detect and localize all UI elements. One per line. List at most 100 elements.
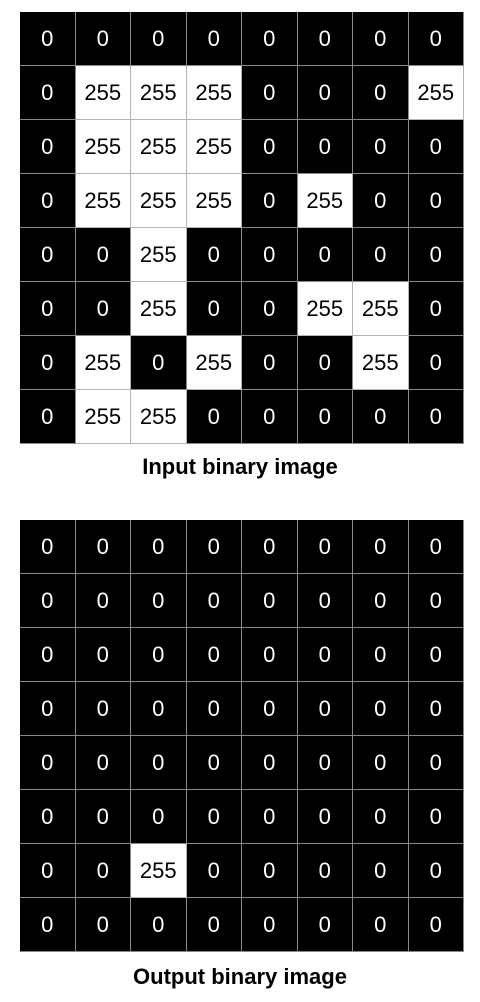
input-cell-r7-c4: 0: [242, 390, 298, 444]
output-cell-r2-c3: 0: [186, 628, 242, 682]
input-cell-r2-c6: 0: [353, 120, 409, 174]
output-cell-r2-c2: 0: [131, 628, 187, 682]
output-cell-r7-c4: 0: [242, 898, 298, 952]
output-cell-r4-c3: 0: [186, 736, 242, 790]
output-cell-r6-c4: 0: [242, 844, 298, 898]
input-cell-r3-c0: 0: [20, 174, 76, 228]
input-cell-r1-c6: 0: [353, 66, 409, 120]
input-cell-r0-c7: 0: [408, 12, 464, 66]
output-cell-r2-c5: 0: [297, 628, 353, 682]
output-cell-r0-c2: 0: [131, 520, 187, 574]
output-cell-r3-c7: 0: [408, 682, 464, 736]
input-cell-r5-c2: 255: [131, 282, 187, 336]
input-cell-r6-c3: 255: [186, 336, 242, 390]
input-cell-r5-c4: 0: [242, 282, 298, 336]
input-cell-r6-c0: 0: [20, 336, 76, 390]
output-cell-r3-c2: 0: [131, 682, 187, 736]
input-cell-r3-c2: 255: [131, 174, 187, 228]
output-cell-r6-c3: 0: [186, 844, 242, 898]
input-cell-r5-c1: 0: [75, 282, 131, 336]
input-cell-r2-c5: 0: [297, 120, 353, 174]
output-cell-r2-c6: 0: [353, 628, 409, 682]
output-cell-r7-c6: 0: [353, 898, 409, 952]
input-cell-r3-c1: 255: [75, 174, 131, 228]
output-cell-r7-c2: 0: [131, 898, 187, 952]
output-caption: Output binary image: [133, 964, 347, 989]
input-cell-r4-c2: 255: [131, 228, 187, 282]
output-cell-r4-c1: 0: [75, 736, 131, 790]
output-cell-r7-c7: 0: [408, 898, 464, 952]
input-cell-r1-c7: 255: [408, 66, 464, 120]
output-cell-r5-c0: 0: [20, 790, 76, 844]
output-cell-r5-c7: 0: [408, 790, 464, 844]
output-cell-r3-c6: 0: [353, 682, 409, 736]
output-cell-r3-c0: 0: [20, 682, 76, 736]
input-cell-r6-c6: 255: [353, 336, 409, 390]
input-cell-r4-c5: 0: [297, 228, 353, 282]
input-cell-r7-c2: 255: [131, 390, 187, 444]
input-cell-r2-c7: 0: [408, 120, 464, 174]
output-cell-r5-c6: 0: [353, 790, 409, 844]
output-cell-r2-c7: 0: [408, 628, 464, 682]
output-cell-r4-c0: 0: [20, 736, 76, 790]
output-cell-r3-c1: 0: [75, 682, 131, 736]
output-cell-r5-c4: 0: [242, 790, 298, 844]
output-cell-r4-c4: 0: [242, 736, 298, 790]
input-cell-r2-c1: 255: [75, 120, 131, 174]
output-cell-r7-c3: 0: [186, 898, 242, 952]
output-cell-r2-c1: 0: [75, 628, 131, 682]
input-cell-r7-c7: 0: [408, 390, 464, 444]
output-cell-r5-c1: 0: [75, 790, 131, 844]
output-cell-r6-c6: 0: [353, 844, 409, 898]
input-cell-r4-c0: 0: [20, 228, 76, 282]
input-cell-r1-c5: 0: [297, 66, 353, 120]
input-cell-r4-c7: 0: [408, 228, 464, 282]
output-cell-r5-c3: 0: [186, 790, 242, 844]
output-cell-r4-c5: 0: [297, 736, 353, 790]
input-cell-r4-c1: 0: [75, 228, 131, 282]
input-cell-r6-c2: 0: [131, 336, 187, 390]
output-cell-r7-c5: 0: [297, 898, 353, 952]
output-cell-r5-c2: 0: [131, 790, 187, 844]
output-cell-r4-c7: 0: [408, 736, 464, 790]
input-cell-r7-c5: 0: [297, 390, 353, 444]
input-caption: Input binary image: [142, 454, 338, 479]
output-cell-r1-c4: 0: [242, 574, 298, 628]
input-cell-r3-c5: 255: [297, 174, 353, 228]
input-cell-r4-c4: 0: [242, 228, 298, 282]
input-cell-r1-c1: 255: [75, 66, 131, 120]
output-cell-r6-c7: 0: [408, 844, 464, 898]
output-cell-r0-c5: 0: [297, 520, 353, 574]
input-cell-r3-c4: 0: [242, 174, 298, 228]
input-cell-r7-c3: 0: [186, 390, 242, 444]
input-cell-r0-c2: 0: [131, 12, 187, 66]
output-cell-r1-c5: 0: [297, 574, 353, 628]
output-cell-r6-c1: 0: [75, 844, 131, 898]
output-cell-r3-c3: 0: [186, 682, 242, 736]
output-cell-r4-c2: 0: [131, 736, 187, 790]
input-cell-r4-c3: 0: [186, 228, 242, 282]
input-cell-r3-c3: 255: [186, 174, 242, 228]
input-cell-r3-c7: 0: [408, 174, 464, 228]
output-cell-r6-c2: 255: [131, 844, 187, 898]
input-cell-r0-c1: 0: [75, 12, 131, 66]
output-cell-r7-c0: 0: [20, 898, 76, 952]
input-cell-r3-c6: 0: [353, 174, 409, 228]
input-cell-r1-c2: 255: [131, 66, 187, 120]
input-cell-r1-c0: 0: [20, 66, 76, 120]
input-cell-r7-c6: 0: [353, 390, 409, 444]
input-cell-r5-c7: 0: [408, 282, 464, 336]
output-cell-r1-c6: 0: [353, 574, 409, 628]
input-cell-r7-c0: 0: [20, 390, 76, 444]
output-cell-r1-c1: 0: [75, 574, 131, 628]
output-cell-r4-c6: 0: [353, 736, 409, 790]
input-cell-r6-c1: 255: [75, 336, 131, 390]
output-cell-r0-c7: 0: [408, 520, 464, 574]
output-cell-r2-c0: 0: [20, 628, 76, 682]
input-cell-r6-c7: 0: [408, 336, 464, 390]
output-cell-r6-c5: 0: [297, 844, 353, 898]
output-cell-r2-c4: 0: [242, 628, 298, 682]
output-cell-r7-c1: 0: [75, 898, 131, 952]
input-cell-r0-c4: 0: [242, 12, 298, 66]
